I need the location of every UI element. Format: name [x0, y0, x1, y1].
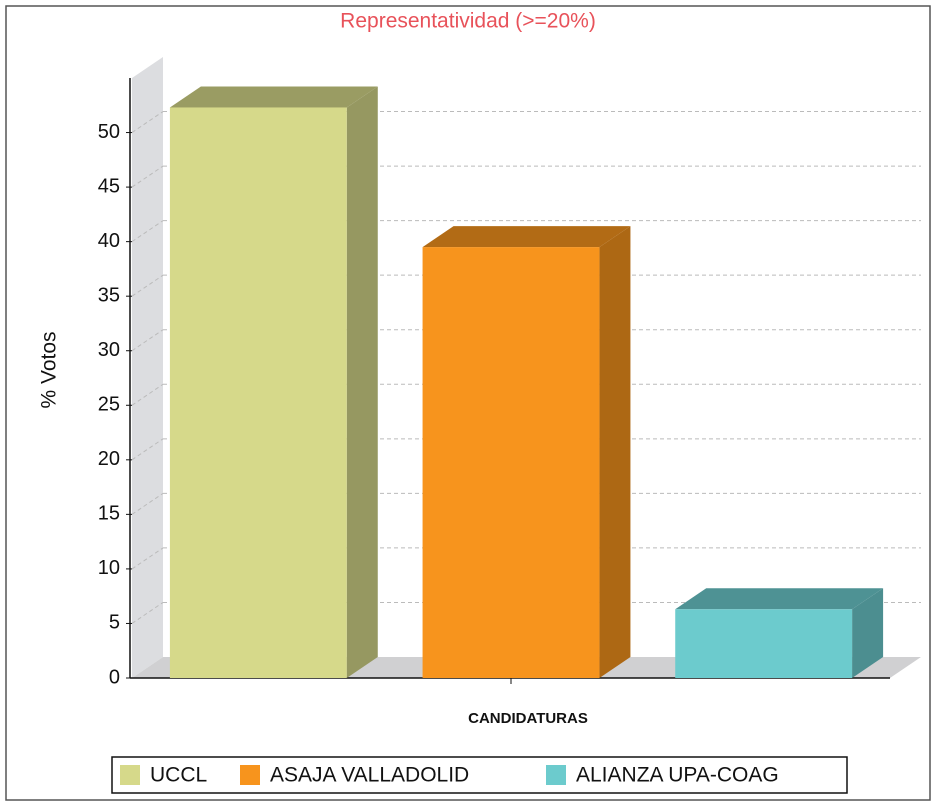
grid-line: [131, 602, 164, 624]
grid-line: [131, 329, 164, 352]
y-tick-label: 35: [98, 284, 120, 306]
y-tick-label: 20: [98, 448, 120, 470]
legend-swatch: [546, 765, 566, 785]
bar-top: [422, 226, 631, 248]
chart-title: Representatividad (>=20%): [340, 10, 596, 33]
bar-side: [599, 226, 631, 678]
grid-line: [131, 111, 164, 133]
grid-line: [131, 274, 164, 297]
y-tick-label: 30: [98, 339, 120, 361]
legend-label: ASAJA VALLADOLID: [270, 764, 469, 787]
bar-side: [852, 588, 884, 678]
grid-line: [131, 438, 164, 461]
legend: [111, 756, 848, 794]
y-tick-label: 10: [98, 557, 120, 579]
y-tick-label: 40: [98, 230, 120, 252]
grid-line: [131, 383, 164, 406]
bar: [169, 107, 347, 679]
bar-top: [675, 588, 884, 610]
grid-line: [131, 492, 164, 515]
x-axis-label: CANDIDATURAS: [468, 710, 588, 727]
bar-top: [169, 86, 378, 108]
legend-swatch: [120, 765, 140, 785]
y-tick-label: 0: [109, 666, 120, 688]
legend-label: ALIANZA UPA-COAG: [576, 764, 779, 787]
bar: [675, 609, 853, 678]
y-tick-label: 25: [98, 394, 120, 416]
grid-line: [131, 165, 164, 188]
bar-side: [346, 86, 378, 679]
y-axis-label: % Votos: [38, 331, 61, 408]
y-tick-label: 5: [109, 612, 120, 634]
legend-swatch: [240, 765, 260, 785]
side-wall: [132, 57, 163, 678]
grid-line: [131, 220, 164, 243]
grid-line: [131, 547, 164, 570]
bar: [422, 247, 600, 678]
y-tick-label: 50: [98, 121, 120, 143]
y-tick-label: 15: [98, 503, 120, 525]
y-tick-label: 45: [98, 175, 120, 197]
legend-label: UCCL: [150, 764, 207, 787]
